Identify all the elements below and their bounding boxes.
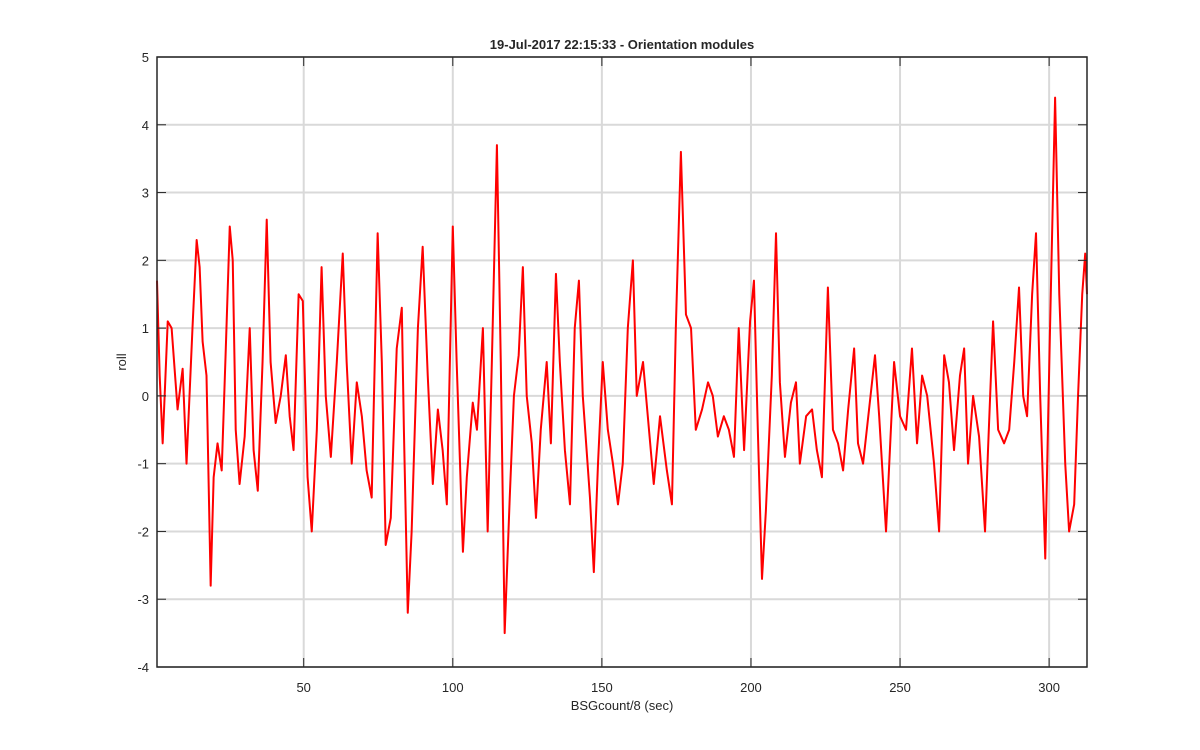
y-tick-label: -3 (137, 592, 149, 607)
y-tick-label: -1 (137, 457, 149, 472)
x-tick-label: 50 (296, 680, 310, 695)
y-axis-label: roll (114, 353, 129, 370)
data-line (156, 96, 1088, 635)
y-tick-label: 5 (142, 50, 149, 65)
y-tick-label: 1 (142, 321, 149, 336)
y-tick-label: -2 (137, 524, 149, 539)
x-tick-label: 200 (740, 680, 762, 695)
y-tick-label: 3 (142, 186, 149, 201)
x-tick-label: 150 (591, 680, 613, 695)
x-tick-label: 100 (442, 680, 464, 695)
x-tick-label: 250 (889, 680, 911, 695)
y-tick-label: 4 (142, 118, 149, 133)
chart-title: 19-Jul-2017 22:15:33 - Orientation modul… (490, 37, 754, 52)
y-tick-label: 2 (142, 253, 149, 268)
x-tick-label: 300 (1038, 680, 1060, 695)
y-tick-label: -4 (137, 660, 149, 675)
y-tick-label: 0 (142, 389, 149, 404)
x-axis-label: BSGcount/8 (sec) (571, 698, 674, 713)
plot-frame (156, 56, 1088, 668)
